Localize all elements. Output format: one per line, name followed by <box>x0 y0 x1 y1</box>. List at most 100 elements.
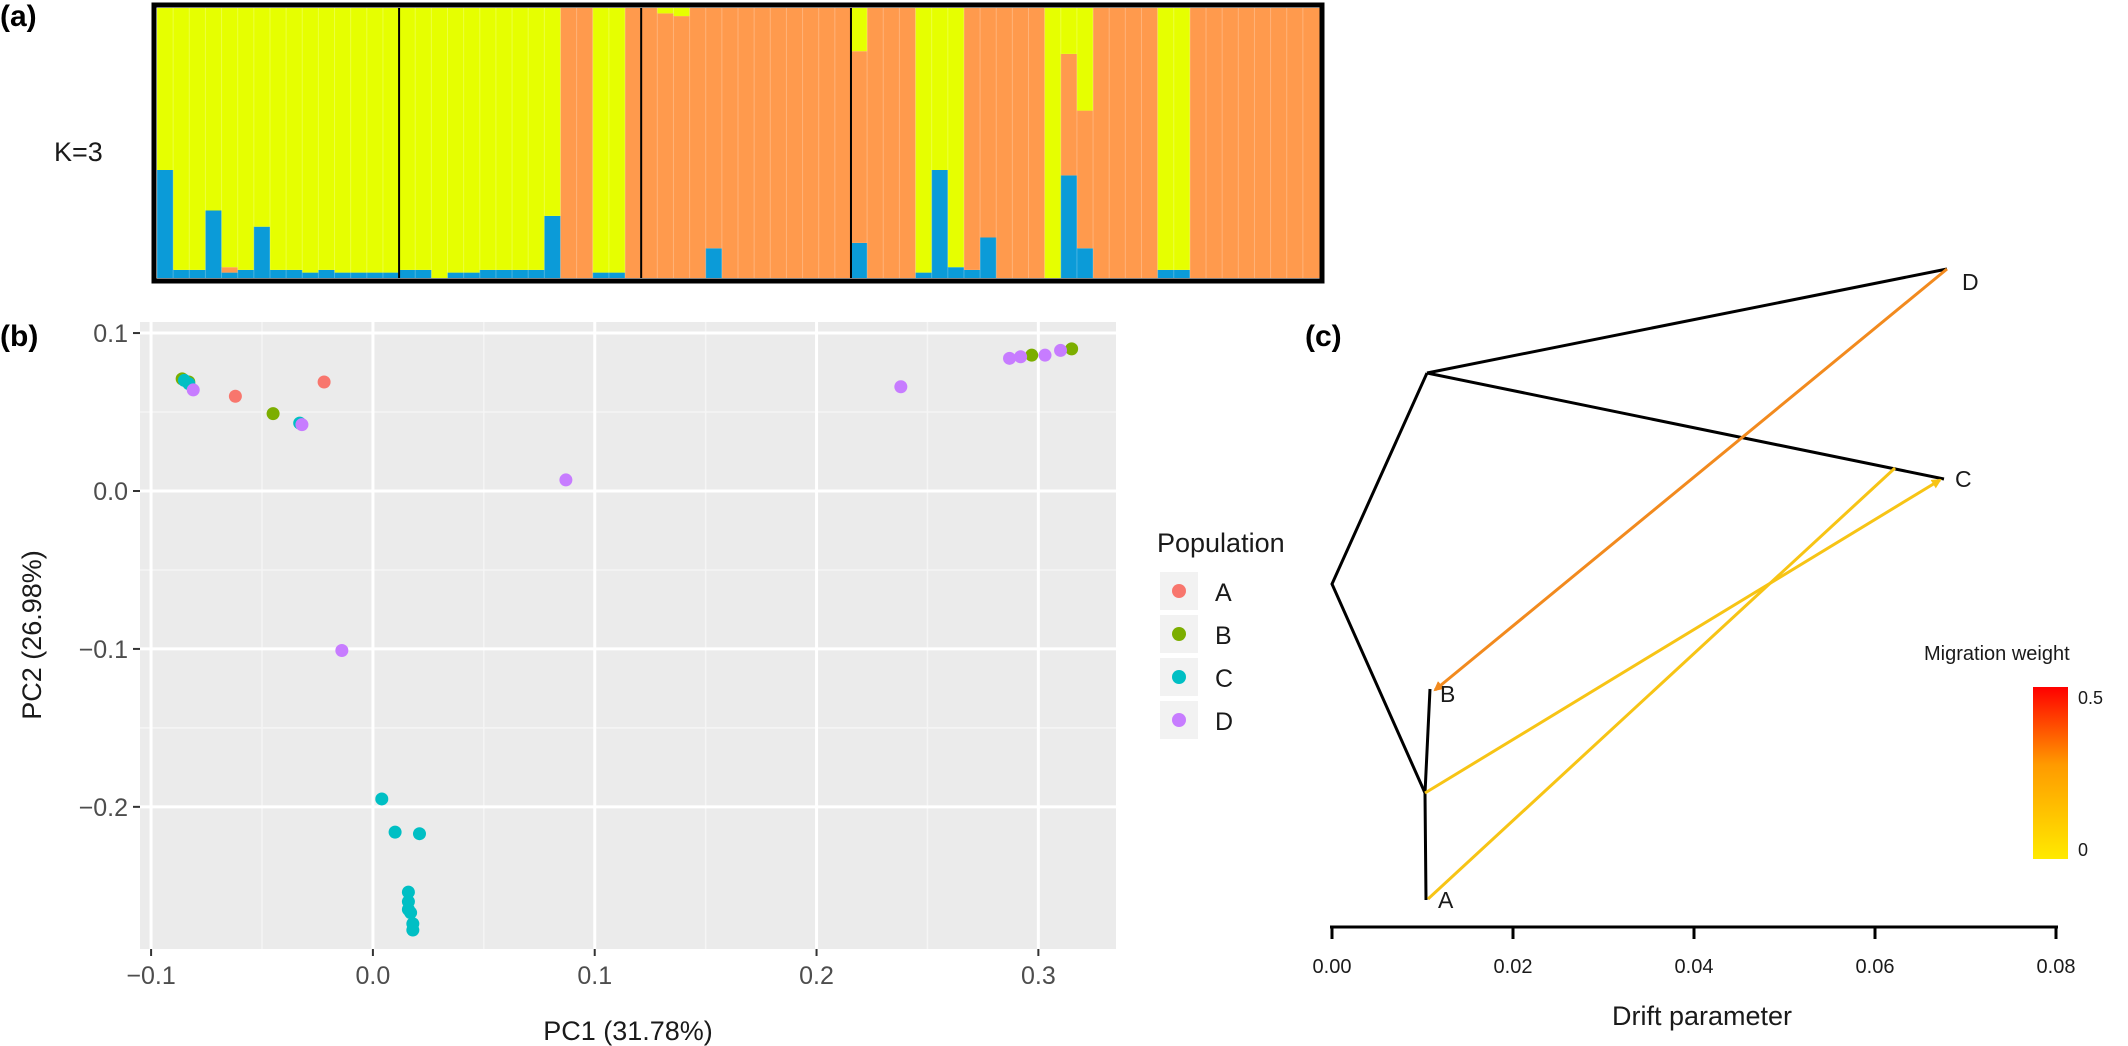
pca-point-C <box>404 906 418 920</box>
admixture-bar-orange <box>1189 8 1207 278</box>
treemix-tree <box>1330 267 1948 901</box>
pca-point-B <box>1065 342 1079 356</box>
legend-label-D: D <box>1215 708 1233 736</box>
migration-weight-max: 0.5 <box>2078 688 2103 708</box>
pca-point-C <box>412 827 426 841</box>
migration-weight-title: Migration weight <box>1924 643 2070 665</box>
drift-tick-label: 0.06 <box>1856 956 1895 978</box>
pca-point-D <box>1014 350 1028 364</box>
pca-x-tick-label: 0.0 <box>356 962 391 990</box>
pca-x-tick-label: 0.2 <box>799 962 834 990</box>
admixture-bar-yellow <box>415 8 432 270</box>
admixture-bar-blue <box>980 237 997 278</box>
tree-edge-to-C <box>1426 371 1945 481</box>
admixture-bar-orange <box>850 51 868 243</box>
migration-edge-D-to-B <box>1433 267 1948 692</box>
admixture-bar-yellow <box>189 8 207 270</box>
admixture-bar-yellow <box>318 8 336 270</box>
panel-label-c: (c) <box>1305 320 1342 353</box>
admixture-bar-blue <box>415 269 432 278</box>
admixture-bar-blue <box>947 267 965 278</box>
pca-point-C <box>401 885 415 899</box>
pca-point-D <box>1054 343 1068 357</box>
admixture-bar-blue <box>237 269 255 278</box>
admixture-bar-orange <box>1270 8 1288 278</box>
migration-edge-to-C <box>1424 478 1942 795</box>
admixture-bar-blue <box>1060 175 1078 278</box>
admixture-bar-blue <box>463 272 481 278</box>
admixture-bar-blue <box>189 269 207 278</box>
pca-point-D <box>335 644 349 658</box>
admixture-bar-blue <box>512 269 529 278</box>
admixture-bar-yellow <box>479 8 497 270</box>
admixture-bar-blue <box>592 272 610 278</box>
admixture-bar-blue <box>269 269 287 278</box>
admixture-bar-orange <box>689 8 707 278</box>
admixture-bar-blue <box>366 272 384 278</box>
admixture-bar-yellow <box>544 8 562 216</box>
admixture-bar-blue <box>286 269 303 278</box>
admixture-bar-yellow <box>1044 8 1062 278</box>
admixture-bar-yellow <box>431 8 449 278</box>
admixture-bar-yellow <box>205 8 223 211</box>
admixture-bar-yellow <box>350 8 368 273</box>
tree-label-A: A <box>1438 887 1454 913</box>
admixture-bar-blue <box>479 269 497 278</box>
admixture-bar-blue <box>302 272 319 278</box>
admixture-bar-blue <box>253 226 271 278</box>
pca-point-C <box>406 923 420 937</box>
pca-y-tick-label: −0.1 <box>79 636 128 664</box>
pca-point-D <box>1038 348 1052 362</box>
pca-point-D <box>295 418 309 432</box>
admixture-bar-orange <box>899 8 917 278</box>
pca-point-A <box>228 389 242 403</box>
drift-axis-ticks: 0.00 0.02 0.04 0.06 0.08 <box>1313 927 2075 978</box>
admixture-bar-orange <box>754 8 771 278</box>
admixture-bar-yellow <box>253 8 271 227</box>
pca-point-B <box>266 407 280 421</box>
panel-label-b: (b) <box>0 320 38 353</box>
admixture-bar-orange <box>834 8 852 278</box>
admixture-bar-blue <box>447 272 465 278</box>
admixture-bar-blue <box>1173 269 1191 278</box>
admixture-bar-yellow <box>947 8 965 268</box>
legend-key-A <box>1172 584 1186 598</box>
admixture-bar-orange <box>867 8 884 278</box>
admixture-bar-yellow <box>221 8 239 268</box>
admixture-bar-blue <box>495 269 513 278</box>
pca-x-axis-title: PC1 (31.78%) <box>543 1016 713 1046</box>
admixture-bar-orange <box>1076 110 1094 249</box>
admixture-bar-orange <box>1222 8 1239 278</box>
admixture-bar-blue <box>382 272 400 278</box>
admixture-bar-orange <box>1141 8 1159 278</box>
pca-point-D <box>559 473 573 487</box>
admixture-bar-orange <box>705 8 723 249</box>
admixture-bar-blue <box>544 215 562 278</box>
k-label: K=3 <box>54 137 103 167</box>
legend-key-B <box>1172 627 1186 641</box>
panel-label-a: (a) <box>0 0 37 33</box>
admixture-bar-yellow <box>382 8 400 273</box>
legend-key-C <box>1172 670 1186 684</box>
admixture-bar-blue <box>850 242 868 278</box>
admixture-bar-orange <box>1286 8 1304 278</box>
admixture-bar-orange <box>818 8 836 278</box>
admixture-bar-orange <box>1125 8 1143 278</box>
admixture-bar-yellow <box>850 8 868 52</box>
admixture-bar-orange <box>963 8 981 270</box>
admixture-bar-blue <box>705 248 723 278</box>
admixture-bar-orange <box>1060 53 1078 176</box>
admixture-bar-yellow <box>495 8 513 270</box>
admixture-bar-blue <box>221 272 239 278</box>
admixture-bar-yellow <box>334 8 352 273</box>
admixture-bar-yellow <box>173 8 190 270</box>
admixture-bar-orange <box>1254 8 1272 278</box>
admixture-bar-orange <box>641 8 658 278</box>
pca-points <box>175 342 1079 937</box>
pca-point-D <box>1003 351 1017 365</box>
pca-tick-labels: −0.1 0.0 0.1 0.2 0.3 0.1 0.0 −0.1 −0.2 <box>79 320 1056 990</box>
admixture-bar-orange <box>980 8 997 238</box>
pca-point-C <box>388 825 402 839</box>
admixture-bar-orange <box>657 13 675 279</box>
legend-key-D <box>1172 713 1186 727</box>
